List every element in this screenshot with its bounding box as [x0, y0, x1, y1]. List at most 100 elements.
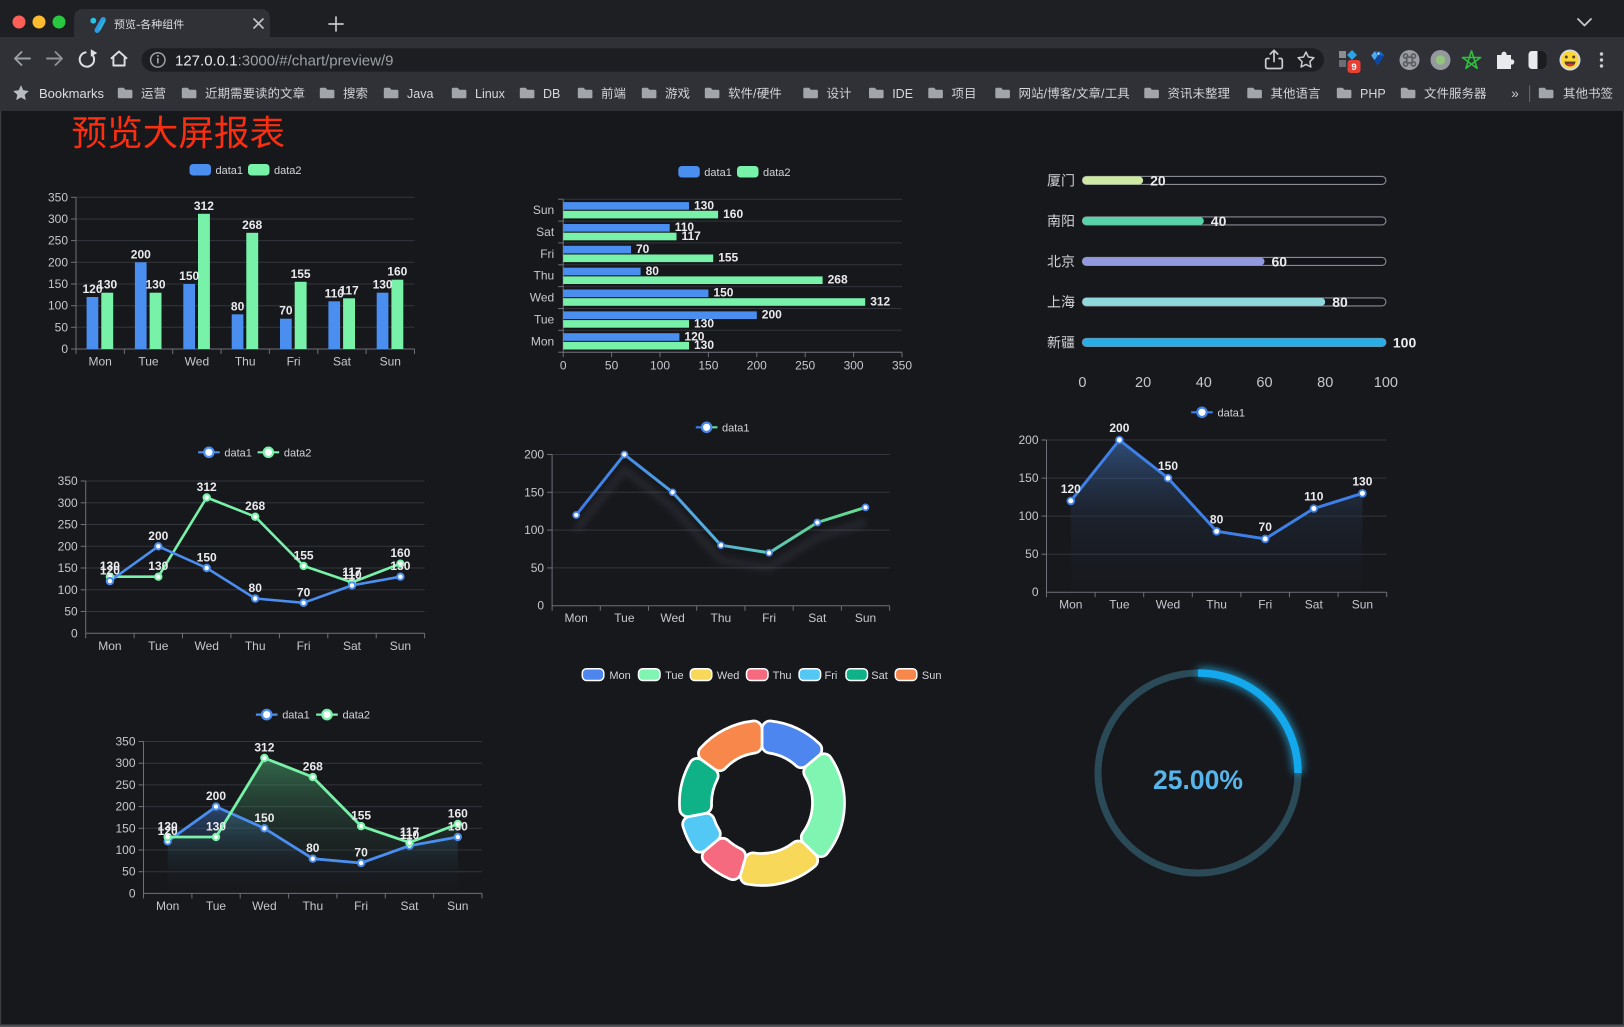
- svg-text:0: 0: [560, 359, 567, 373]
- svg-text:20: 20: [1135, 375, 1151, 391]
- svg-text:130: 130: [145, 278, 165, 292]
- svg-text:Tue: Tue: [138, 355, 159, 369]
- svg-text:IDE: IDE: [892, 87, 913, 101]
- svg-text:data2: data2: [274, 165, 302, 177]
- svg-text:40: 40: [1196, 375, 1212, 391]
- svg-text:Thu: Thu: [245, 639, 266, 653]
- svg-text:200: 200: [115, 800, 135, 814]
- svg-text:70: 70: [1259, 520, 1273, 534]
- svg-text:130: 130: [158, 820, 178, 834]
- svg-text:/: /: [1101, 87, 1105, 101]
- svg-text:Tue: Tue: [1109, 598, 1130, 612]
- svg-text:Tue: Tue: [148, 639, 169, 653]
- svg-text:Fri: Fri: [762, 611, 776, 625]
- svg-text:268: 268: [242, 218, 262, 232]
- svg-text:120: 120: [684, 329, 704, 343]
- svg-text:200: 200: [131, 247, 151, 261]
- svg-text:150: 150: [48, 277, 68, 291]
- svg-text:70: 70: [279, 304, 293, 318]
- svg-text:Fri: Fri: [287, 355, 301, 369]
- svg-text:Wed: Wed: [185, 355, 209, 369]
- svg-text:data1: data1: [224, 447, 252, 459]
- svg-text:130: 130: [100, 559, 120, 573]
- svg-text:Sun: Sun: [1352, 598, 1373, 612]
- svg-text:50: 50: [64, 605, 78, 619]
- svg-text:PHP: PHP: [1360, 87, 1386, 101]
- svg-text:268: 268: [245, 499, 265, 513]
- svg-text:100: 100: [48, 299, 68, 313]
- svg-text:Wed: Wed: [252, 899, 276, 913]
- svg-text:Sun: Sun: [380, 355, 401, 369]
- svg-text:127.0.0.1:3000/#/chart/preview: 127.0.0.1:3000/#/chart/preview/9: [175, 52, 394, 69]
- svg-text:»: »: [1511, 86, 1519, 101]
- svg-text:155: 155: [718, 251, 738, 265]
- svg-text:80: 80: [1317, 375, 1333, 391]
- svg-text:Tue: Tue: [665, 670, 684, 682]
- svg-text:100: 100: [115, 843, 135, 857]
- svg-text:50: 50: [605, 359, 619, 373]
- svg-text:80: 80: [306, 841, 320, 855]
- svg-text:Wed: Wed: [530, 291, 554, 305]
- svg-text:Mon: Mon: [1059, 598, 1082, 612]
- svg-text:120: 120: [100, 564, 120, 578]
- svg-text:150: 150: [1018, 471, 1038, 485]
- svg-text:160: 160: [723, 207, 743, 221]
- svg-text:25.00%: 25.00%: [1153, 765, 1243, 795]
- svg-text:50: 50: [1025, 547, 1039, 561]
- svg-text:Fri: Fri: [825, 670, 838, 682]
- svg-text:130: 130: [373, 278, 393, 292]
- svg-text:data2: data2: [343, 710, 371, 722]
- svg-text:150: 150: [698, 359, 718, 373]
- svg-text:Fri: Fri: [354, 899, 368, 913]
- svg-text:117: 117: [682, 229, 702, 243]
- svg-text:50: 50: [531, 561, 545, 575]
- svg-text:110: 110: [400, 828, 420, 842]
- svg-text:150: 150: [1158, 459, 1178, 473]
- svg-text:/: /: [1072, 87, 1076, 101]
- svg-text:312: 312: [194, 199, 214, 213]
- svg-text:Thu: Thu: [1206, 598, 1227, 612]
- svg-text:Bookmarks: Bookmarks: [39, 86, 105, 101]
- svg-text:300: 300: [58, 496, 78, 510]
- svg-text:80: 80: [1210, 512, 1224, 526]
- svg-text:117: 117: [342, 565, 362, 579]
- svg-text:200: 200: [524, 448, 544, 462]
- svg-text:268: 268: [303, 760, 323, 774]
- svg-text:Sun: Sun: [447, 899, 468, 913]
- svg-text:0: 0: [1032, 585, 1039, 599]
- svg-text:250: 250: [48, 234, 68, 248]
- svg-text:130: 130: [206, 820, 226, 834]
- svg-text:Mon: Mon: [531, 334, 554, 348]
- svg-text:Sun: Sun: [922, 670, 942, 682]
- svg-text:/: /: [753, 87, 757, 101]
- svg-text:50: 50: [122, 865, 136, 879]
- svg-text:80: 80: [1332, 294, 1348, 310]
- svg-text:350: 350: [115, 735, 135, 749]
- svg-text:130: 130: [448, 820, 468, 834]
- svg-text:Linux: Linux: [475, 87, 506, 101]
- svg-text:Sat: Sat: [536, 225, 555, 239]
- svg-text:Wed: Wed: [717, 670, 739, 682]
- svg-text:70: 70: [297, 585, 311, 599]
- svg-text:Mon: Mon: [89, 355, 112, 369]
- svg-text:150: 150: [58, 561, 78, 575]
- svg-text:155: 155: [351, 809, 371, 823]
- svg-text:Tue: Tue: [206, 899, 227, 913]
- svg-text:Thu: Thu: [302, 899, 323, 913]
- svg-text:150: 150: [713, 286, 733, 300]
- svg-text:150: 150: [197, 551, 217, 565]
- svg-text:Mon: Mon: [98, 639, 121, 653]
- svg-text:50: 50: [55, 320, 69, 334]
- svg-text:200: 200: [1018, 433, 1038, 447]
- svg-text:130: 130: [694, 316, 714, 330]
- svg-text:Sat: Sat: [400, 899, 419, 913]
- svg-text:200: 200: [206, 789, 226, 803]
- svg-text:312: 312: [254, 741, 274, 755]
- svg-text:70: 70: [636, 242, 650, 256]
- svg-text:300: 300: [115, 756, 135, 770]
- svg-text:200: 200: [48, 255, 68, 269]
- svg-text:Wed: Wed: [194, 639, 218, 653]
- svg-text:Sun: Sun: [390, 639, 411, 653]
- svg-text:117: 117: [339, 283, 359, 297]
- svg-text:Mon: Mon: [565, 611, 588, 625]
